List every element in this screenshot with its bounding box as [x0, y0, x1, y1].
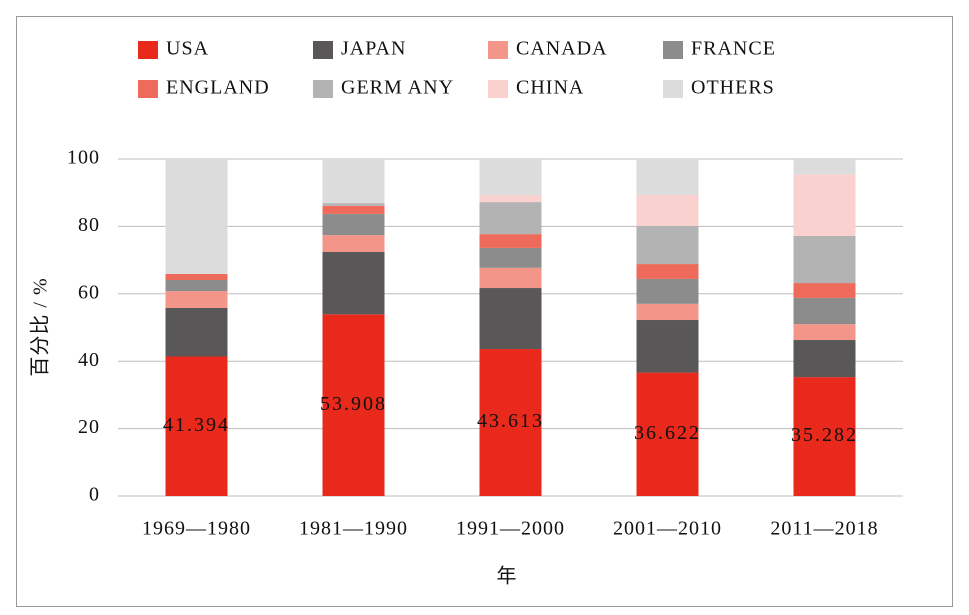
bar-segment	[165, 356, 228, 496]
y-tick-label: 60	[78, 281, 100, 303]
bar-segment	[479, 247, 542, 268]
bar-segment	[165, 291, 228, 308]
bar-segment	[793, 283, 856, 298]
legend-swatch	[313, 41, 333, 59]
bar-segment	[636, 264, 699, 279]
bar-segment	[636, 372, 699, 496]
bar-segment	[165, 273, 228, 281]
bar-segment	[636, 303, 699, 321]
legend-label: CANADA	[516, 38, 608, 60]
x-axis-title: 年	[497, 565, 518, 588]
x-tick-label: 2011—2018	[770, 518, 878, 540]
bar-segment	[322, 205, 385, 214]
bar-segment	[322, 203, 385, 206]
bar-segment	[636, 278, 699, 304]
bar-segment	[636, 225, 699, 265]
bar-segment	[636, 158, 699, 195]
legend-swatch	[663, 80, 683, 98]
legend-swatch	[313, 80, 333, 98]
data-label: 53.908	[320, 393, 387, 415]
bar-segment	[165, 159, 228, 274]
y-tick-label: 80	[78, 214, 100, 236]
bar-segment	[793, 159, 856, 175]
bar-segment	[479, 158, 542, 196]
y-tick-label: 40	[78, 349, 100, 371]
bar-segment	[793, 324, 856, 341]
bar-segment	[793, 174, 856, 236]
bar-segment	[322, 314, 385, 496]
legend-label: JAPAN	[341, 38, 406, 60]
legend-swatch	[488, 80, 508, 98]
bar-segment	[165, 280, 228, 292]
legend-label: ENGLAND	[166, 77, 270, 99]
data-label: 43.613	[477, 410, 544, 432]
legend-label: CHINA	[516, 77, 584, 99]
bar-segment	[479, 349, 542, 496]
bar-segment	[479, 267, 542, 289]
x-tick-label: 1991—2000	[456, 518, 565, 540]
bar-segment	[322, 158, 385, 204]
bar-segment	[322, 251, 385, 315]
legend-swatch	[663, 41, 683, 59]
bar-segment	[322, 213, 385, 236]
x-tick-label: 1981—1990	[299, 518, 408, 540]
bar-segment	[793, 377, 856, 496]
bar-segment	[479, 288, 542, 350]
y-axis-title: 百分比 / %	[29, 277, 52, 376]
bar-segment	[636, 320, 699, 373]
x-tick-label: 1969—1980	[142, 518, 251, 540]
y-tick-label: 100	[67, 147, 100, 169]
bar-segment	[793, 297, 856, 325]
x-tick-label: 2001—2010	[613, 518, 722, 540]
legend-swatch	[138, 41, 158, 59]
bar-segment	[793, 340, 856, 378]
bar-segment	[479, 202, 542, 235]
legend-label: USA	[166, 38, 209, 60]
bar-segment	[165, 307, 228, 357]
data-label: 36.622	[634, 422, 701, 444]
bar-segment	[793, 235, 856, 284]
legend-label: OTHERS	[691, 77, 775, 99]
legend-label: FRANCE	[691, 38, 776, 60]
data-label: 35.282	[791, 424, 858, 446]
legend-swatch	[488, 41, 508, 59]
bar-segment	[479, 195, 542, 203]
bar-segment	[636, 194, 699, 226]
bar-segment	[479, 234, 542, 248]
legend-label: GERM ANY	[341, 77, 454, 99]
legend-swatch	[138, 80, 158, 98]
bar-segment	[322, 235, 385, 252]
y-tick-label: 0	[89, 484, 100, 506]
data-label: 41.394	[163, 414, 230, 436]
y-tick-label: 20	[78, 416, 100, 438]
